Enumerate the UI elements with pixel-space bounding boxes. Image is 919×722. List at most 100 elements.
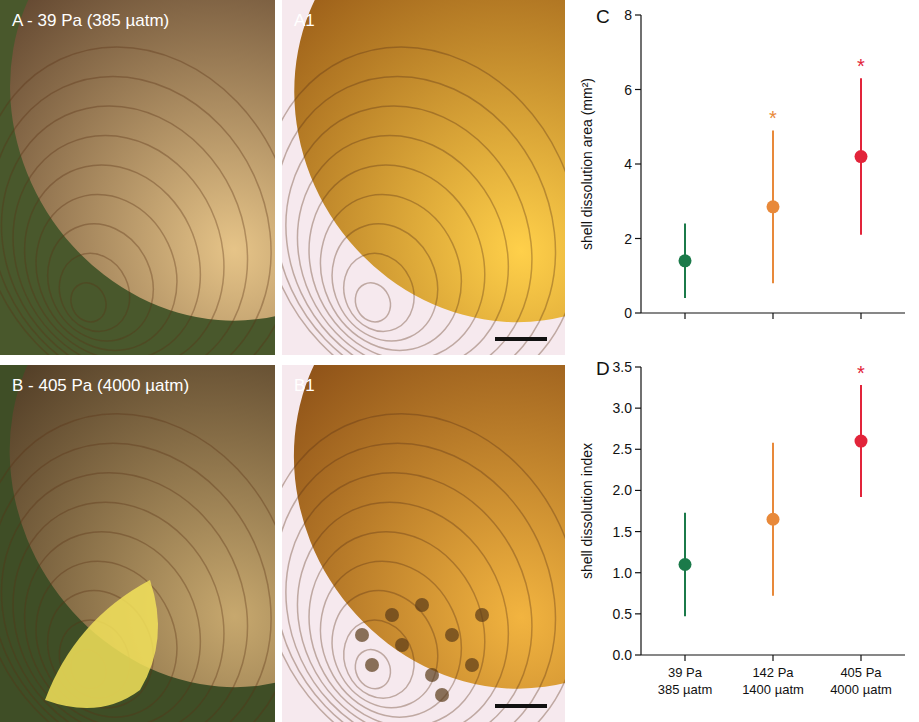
dissolution-spot (415, 598, 429, 612)
growth-ring (282, 467, 546, 722)
significance-mark: * (857, 362, 865, 384)
x-tick (772, 655, 773, 661)
growth-ring (0, 65, 275, 355)
x-tick-label-line: 385 µatm (658, 682, 712, 697)
growth-ring (282, 0, 565, 355)
y-tick-label: 3.0 (613, 400, 633, 416)
x-tick-label: 39 Pa 385 µatm (658, 665, 712, 697)
dissolution-spot (465, 658, 479, 672)
figure-svg: A - 39 Pa (385 µatm)A1B - 405 Pa (4000 µ… (0, 0, 919, 722)
x-tick-label: 405 Pa 4000 µatm (830, 665, 892, 697)
growth-ring (0, 0, 275, 355)
panel-letter: D (596, 358, 610, 379)
growth-ring (282, 65, 565, 355)
shell (0, 365, 275, 722)
y-tick (635, 531, 641, 532)
point (679, 558, 692, 571)
growth-ring (0, 467, 262, 722)
growth-ring (313, 573, 456, 722)
growth-ring (0, 101, 262, 355)
x-tick (684, 655, 685, 661)
x-tick-label-line: 39 Pa (668, 665, 703, 680)
growth-ring (65, 277, 113, 328)
panel-label: A1 (294, 11, 315, 30)
point (679, 254, 692, 267)
y-tick-label: 2 (624, 231, 632, 247)
dissolution-spot (365, 658, 379, 672)
growth-ring (282, 503, 516, 722)
y-tick-label: 0 (624, 305, 632, 321)
photo (0, 0, 275, 355)
y-tick (635, 408, 641, 409)
dissolution-patch (45, 580, 158, 708)
x-tick-label-line: 405 Pa (840, 665, 882, 680)
x-tick (772, 313, 773, 319)
point (855, 150, 868, 163)
panel-label: B1 (294, 376, 315, 395)
growth-ring (0, 365, 275, 722)
y-tick (635, 654, 641, 655)
panel-label: A - 39 Pa (385 µatm) (12, 11, 169, 30)
marks (679, 385, 868, 616)
x-tick-label-line: 1400 µatm (742, 682, 804, 697)
significance-mark: * (857, 55, 865, 77)
y-tick-label: 0.0 (613, 647, 633, 663)
photo (282, 365, 565, 722)
marks (679, 78, 868, 298)
x-tick-label-line: 4000 µatm (830, 682, 892, 697)
photo (0, 365, 275, 722)
point (767, 200, 780, 213)
y-tick (635, 366, 641, 367)
x-tick-label: 142 Pa 1400 µatm (742, 665, 804, 697)
growth-ring (349, 644, 397, 695)
x-tick (860, 655, 861, 661)
dissolution-spot (435, 688, 449, 702)
scale-bar (495, 337, 547, 341)
panel-letter: C (596, 6, 610, 27)
y-axis-title: shell dissolution index (579, 443, 595, 579)
dissolution-spot (385, 608, 399, 622)
dissolution-spot (355, 628, 369, 642)
growth-ring (282, 30, 565, 355)
growth-ring (0, 397, 275, 722)
y-tick (635, 89, 641, 90)
growth-ring (282, 397, 565, 722)
y-tick-label: 6 (624, 82, 632, 98)
figure: A - 39 Pa (385 µatm)A1B - 405 Pa (4000 µ… (0, 0, 919, 722)
growth-ring (0, 432, 275, 722)
y-tick-label: 0.5 (613, 606, 633, 622)
y-tick-label: 1.5 (613, 524, 633, 540)
shell (282, 0, 565, 355)
shell (282, 365, 565, 722)
y-axis (640, 367, 641, 655)
growth-ring (282, 432, 565, 722)
growth-ring (29, 573, 172, 722)
y-tick (635, 572, 641, 573)
y-tick-label: 1.0 (613, 565, 633, 581)
y-tick-label: 8 (624, 7, 632, 23)
y-tick (635, 449, 641, 450)
x-tick (860, 313, 861, 319)
growth-ring (0, 30, 275, 355)
y-tick-label: 2.0 (613, 482, 633, 498)
dissolution-spot (475, 608, 489, 622)
dissolution-spot (445, 628, 459, 642)
growth-ring (331, 242, 426, 343)
y-tick (635, 163, 641, 164)
y-tick-label: 2.5 (613, 441, 633, 457)
growth-ring (331, 609, 426, 710)
x-tick-label-line: 142 Pa (752, 665, 794, 680)
significance-mark: * (769, 107, 777, 129)
photo (282, 0, 565, 355)
y-tick (635, 14, 641, 15)
growth-ring (282, 136, 516, 355)
growth-ring (47, 242, 142, 343)
growth-ring (282, 365, 565, 722)
point (767, 513, 780, 526)
growth-ring (282, 101, 546, 355)
point (855, 435, 868, 448)
y-tick (635, 312, 641, 313)
y-axis-title: shell dissolution area (mm²) (579, 78, 595, 250)
y-tick-label: 3.5 (613, 359, 633, 375)
y-tick-label: 4 (624, 156, 632, 172)
